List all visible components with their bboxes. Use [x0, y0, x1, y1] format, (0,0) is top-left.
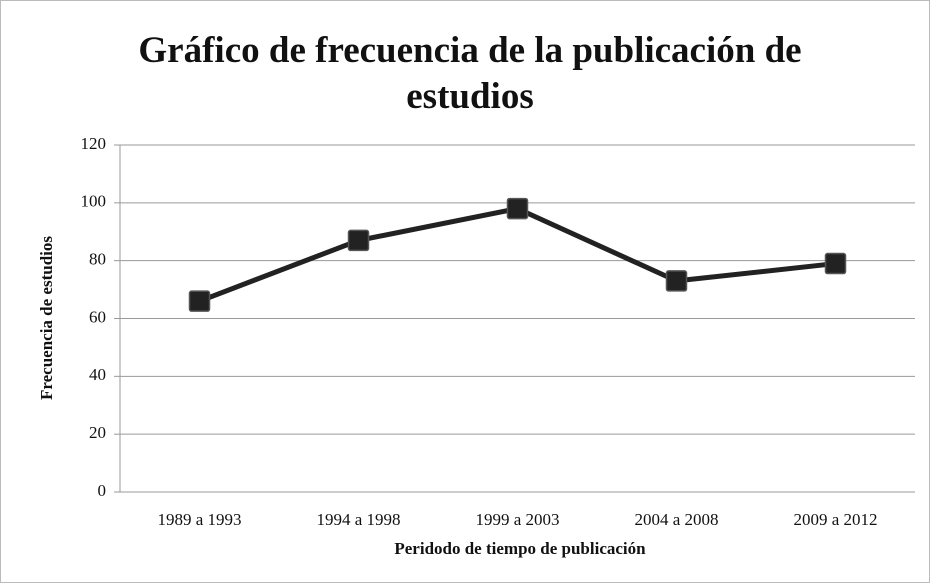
y-tick-label: 120 — [81, 134, 107, 153]
data-point — [347, 229, 370, 252]
x-tick-label: 2004 a 2008 — [634, 510, 718, 529]
data-point — [665, 270, 688, 292]
x-tick-label: 2009 a 2012 — [793, 510, 877, 529]
y-tick-label: 20 — [89, 423, 106, 442]
data-point — [188, 290, 211, 312]
data-line — [198, 206, 836, 304]
y-tick-label: 40 — [89, 365, 106, 384]
x-tick-label: 1989 a 1993 — [157, 510, 241, 529]
chart-title: Gráfico de frecuencia de la publicación … — [138, 30, 802, 117]
y-tick-label: 0 — [98, 481, 107, 500]
x-tick-label: 1999 a 2003 — [475, 510, 559, 529]
data-point — [824, 252, 847, 275]
y-tick-label: 100 — [81, 192, 107, 211]
y-tick-label: 60 — [89, 307, 106, 326]
x-tick-label: 1994 a 1998 — [316, 510, 400, 529]
y-axis-title: Frecuencia de estudios — [37, 236, 56, 400]
y-tick-label: 80 — [89, 250, 106, 269]
data-point — [506, 197, 529, 220]
x-axis-title: Peridodo de tiempo de publicación — [394, 539, 646, 558]
